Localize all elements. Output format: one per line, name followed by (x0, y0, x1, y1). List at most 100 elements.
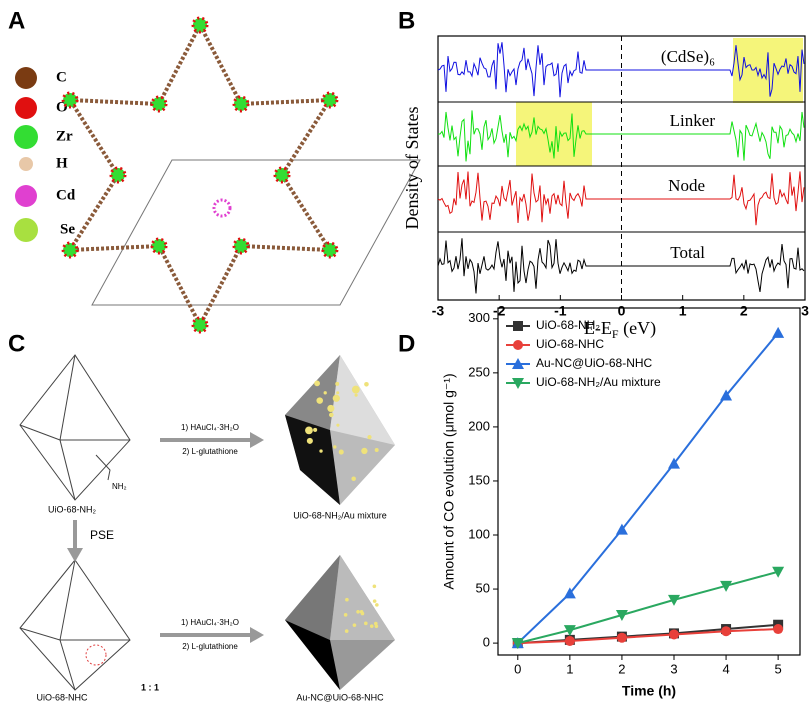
y-axis-label: Amount of CO evolution (μmol g⁻¹) (441, 373, 457, 589)
au-particle (305, 426, 313, 434)
legend-label: Au-NC@UiO-68-NHC (536, 356, 653, 370)
au-particle (339, 450, 344, 455)
element-sphere (15, 185, 37, 207)
element-sphere (14, 125, 38, 149)
step-label: PSE (90, 528, 114, 542)
x-tick-label: -1 (554, 303, 567, 319)
trace-label: (CdSe)₆ (661, 47, 715, 66)
marker (669, 629, 679, 639)
au-particle (335, 382, 339, 386)
x-tick-label: 3 (670, 661, 677, 676)
au-particle (355, 394, 358, 397)
legend-label: UiO-68-NH₂ (536, 318, 600, 332)
node-cluster (152, 97, 166, 111)
bond (159, 175, 200, 246)
au-nc (356, 610, 360, 614)
x-tick-label: 1 (566, 661, 573, 676)
reagent: 2) L-glutathione (182, 642, 238, 651)
au-nc (353, 623, 357, 627)
bond (159, 25, 200, 104)
element-label: Cd (56, 187, 76, 203)
y-tick-label: 250 (468, 364, 490, 379)
y-tick-label: 100 (468, 526, 490, 541)
x-tick-label: -3 (432, 303, 445, 319)
au-particle (352, 386, 360, 394)
x-tick-label: 0 (514, 661, 521, 676)
legend-label: UiO-68-NH₂/Au mixture (536, 375, 661, 389)
x-tick-label: 2 (740, 303, 748, 319)
node-cluster (234, 239, 248, 253)
node-cluster (323, 93, 337, 107)
compound-label: Au-NC@UiO-68-NHC (296, 692, 384, 702)
x-axis-label-part: (eV) (619, 318, 656, 339)
element-label: C (56, 69, 67, 85)
au-nc (373, 584, 377, 588)
ratio-label: 1 : 1 (141, 682, 159, 692)
element-sphere (14, 218, 38, 242)
au-particle (324, 391, 327, 394)
framework-bonds (63, 18, 337, 332)
panel-label: A (8, 7, 25, 34)
compound-label: UiO-68-NH₂/Au mixture (293, 510, 387, 520)
element-sphere (15, 97, 37, 119)
series-line (518, 629, 778, 643)
au-nc (370, 624, 374, 628)
bond (70, 100, 159, 104)
marker (565, 636, 575, 646)
au-particle (336, 424, 339, 427)
marker (772, 327, 784, 338)
bond (282, 175, 330, 250)
panel-label: D (398, 330, 415, 357)
node-cluster (193, 18, 207, 32)
x-tick-label: 0 (618, 303, 626, 319)
au-particle (367, 435, 371, 439)
highlight (733, 38, 803, 103)
bond (241, 100, 330, 104)
bond (200, 25, 241, 104)
node-cluster (193, 318, 207, 332)
au-nc (375, 603, 379, 607)
amine-label: NH₂ (112, 482, 127, 491)
trace-label: Linker (670, 111, 716, 130)
bond (241, 246, 330, 250)
au-particle (361, 448, 367, 454)
au-nc (374, 622, 378, 626)
panel-label: B (398, 7, 415, 34)
au-particle (327, 405, 334, 412)
figure: A B C D 1) HAuCl₄·3H₂O 2) L-glutathione … (0, 0, 810, 704)
compound-label: UiO-68-NH₂ (48, 504, 97, 514)
bond (200, 104, 241, 175)
bond (70, 246, 159, 250)
au-particle (375, 448, 379, 452)
y-tick-label: 50 (476, 580, 490, 595)
au-nc (345, 629, 349, 633)
marker (513, 340, 523, 350)
marker (617, 633, 627, 643)
node-cluster (63, 93, 77, 107)
bond (200, 175, 241, 246)
y-tick-label: 0 (483, 635, 490, 650)
au-particle (329, 413, 334, 418)
node-cluster (275, 168, 289, 182)
x-tick-label: 4 (722, 661, 729, 676)
au-nc (360, 610, 364, 614)
au-particle (351, 477, 356, 482)
cdse-cluster (214, 200, 230, 216)
node-cluster (323, 243, 337, 257)
y-tick-label: 300 (468, 310, 490, 325)
marker (513, 321, 523, 331)
x-axis-label: Time (h) (622, 683, 676, 699)
trace-label: Total (670, 243, 705, 262)
bond (159, 104, 200, 175)
reagent: 1) HAuCl₄·3H₂O (181, 618, 239, 627)
au-particle (364, 382, 369, 387)
x-tick-label: 2 (618, 661, 625, 676)
y-tick-label: 200 (468, 418, 490, 433)
series-line (518, 572, 778, 643)
x-tick-label: -2 (493, 303, 506, 319)
marker (721, 626, 731, 636)
au-nc (364, 622, 368, 626)
au-particle (336, 391, 339, 394)
element-sphere (19, 157, 33, 171)
au-particle (314, 380, 320, 386)
